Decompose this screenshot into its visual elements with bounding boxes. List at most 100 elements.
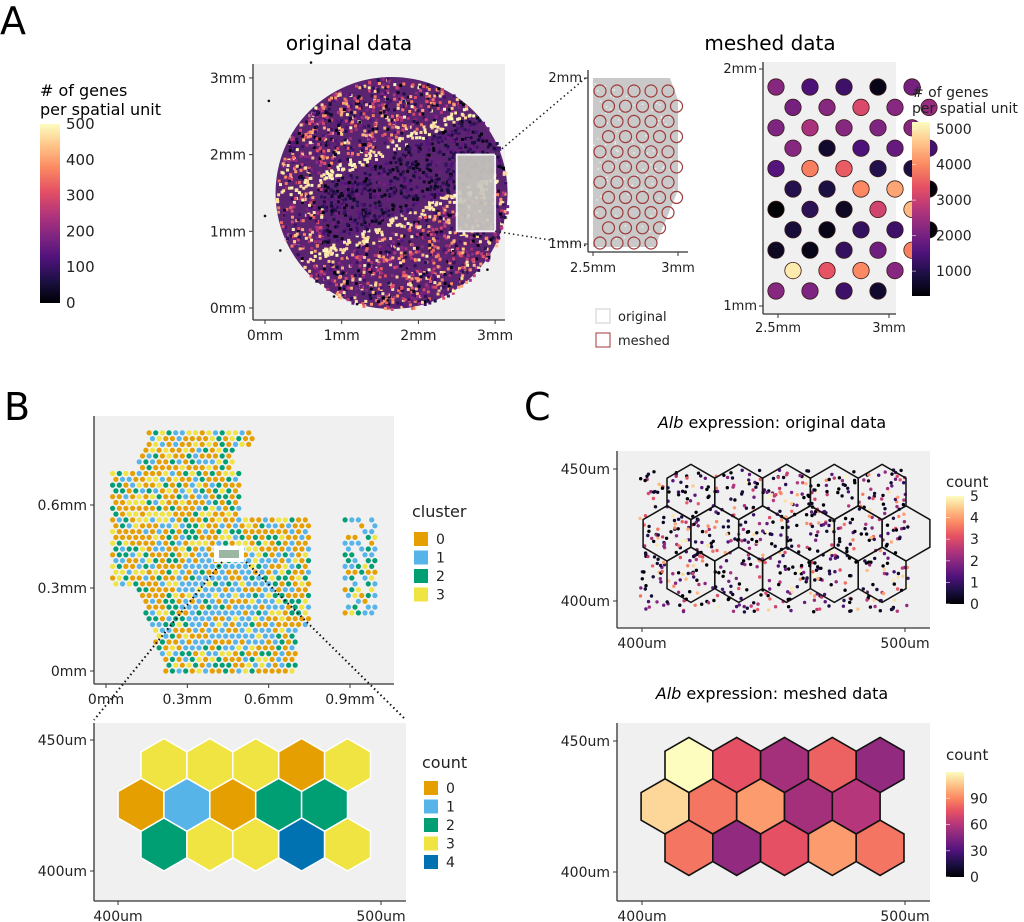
a-original-spot: [407, 265, 411, 269]
a-original-spot: [319, 145, 323, 149]
b-cluster-spot: [179, 465, 185, 471]
c-original-spot: [790, 590, 794, 594]
a-original-spot: [441, 88, 444, 92]
b-cluster-spot: [206, 488, 212, 494]
b-cluster-spot: [359, 592, 365, 599]
a-original-spot: [395, 166, 399, 170]
a-original-spot: [408, 146, 412, 150]
a-original-spot: [402, 195, 406, 199]
a-original-spot: [306, 260, 310, 264]
a-original-spot: [340, 257, 344, 261]
b-cluster-spot: [163, 447, 169, 453]
a-original-spot: [315, 123, 319, 127]
b-cluster-spot: [193, 639, 199, 645]
c-original-spot: [784, 515, 788, 519]
a-original-spot: [408, 81, 412, 85]
a-original-spot: [356, 99, 359, 103]
b-cluster-spot: [359, 569, 365, 575]
b-cluster-spot: [149, 610, 156, 616]
b-cluster-spot: [266, 592, 272, 599]
a-original-spot: [407, 298, 411, 301]
b-cluster-spot: [186, 627, 192, 633]
a-meshed-unit: [801, 119, 819, 137]
a-original-spot: [331, 260, 335, 264]
c-original-spot: [778, 580, 782, 584]
c-original-spot: [827, 569, 832, 573]
a-original-spot: [451, 291, 455, 295]
a-original-spot: [420, 123, 423, 127]
a-original-spot: [438, 266, 442, 270]
b-cluster-spot: [130, 517, 136, 523]
a-original-spot: [309, 168, 313, 172]
a-original-spot: [500, 209, 504, 213]
a-original-spot: [326, 276, 330, 280]
b-cluster-spot: [206, 499, 212, 506]
a-original-spot: [394, 161, 398, 164]
b-meshed-legend-label: 4: [446, 855, 455, 871]
a-original-spot: [313, 249, 317, 253]
b-cluster-spot: [143, 517, 149, 523]
b-cluster-spot: [276, 656, 282, 663]
c-meshed-title-gene: Alb: [655, 684, 682, 703]
a-overlay-mesh-circle: [601, 190, 616, 204]
b-meshed-y-tick-label: 400um: [38, 864, 87, 880]
a-original-spot: [349, 104, 353, 108]
a-original-spot: [465, 257, 469, 261]
b-cluster-spot: [173, 511, 179, 517]
a-original-spot: [428, 277, 431, 280]
a-original-spot: [345, 286, 349, 290]
a-original-spot: [315, 160, 319, 164]
b-cluster-spot: [296, 563, 302, 570]
b-cluster-spot: [299, 581, 305, 587]
a-overlay-gap: [641, 225, 644, 228]
a-overlay-mesh-circle: [601, 99, 616, 113]
a-original-spot: [293, 197, 297, 201]
a-original-spot: [309, 191, 313, 195]
a-overlay-mesh-circle: [593, 114, 607, 129]
a-original-spot: [336, 239, 340, 243]
a-original-spot: [308, 216, 312, 220]
a-overlay-gap: [593, 144, 595, 146]
a-meshed-y-tick-label: 2mm: [723, 62, 757, 77]
a-original-spot: [354, 168, 358, 172]
a-original-spot: [276, 199, 280, 203]
a-original-spot: [412, 119, 416, 123]
c-original-spot: [638, 594, 643, 598]
a-original-spot: [402, 274, 406, 278]
c-original-spot: [733, 537, 737, 541]
a-original-spot: [440, 294, 444, 298]
b-cluster-spot: [203, 517, 209, 523]
a-original-spot: [420, 294, 424, 298]
a-original-spot: [345, 102, 349, 106]
a-original-spot: [393, 83, 397, 87]
b-cluster-spot: [242, 645, 249, 651]
a-original-spot: [436, 149, 440, 153]
a-original-spot: [403, 176, 407, 180]
a-original-spot: [373, 165, 377, 168]
c-meshed-y-tick-label: 450um: [561, 734, 610, 750]
b-cluster-spot: [276, 621, 282, 628]
c-original-spot: [842, 522, 846, 527]
a-original-spot: [381, 213, 385, 217]
b-cluster-spot: [156, 494, 162, 500]
a-original-spot: [361, 143, 364, 147]
c-original-spot: [890, 484, 894, 488]
c-original-spot: [840, 478, 845, 483]
b-cluster-spot: [216, 459, 222, 465]
b-cluster-spot: [196, 517, 202, 523]
b-cluster-spot: [349, 540, 355, 546]
a-original-spot: [450, 106, 454, 110]
b-cluster-spot: [163, 540, 169, 546]
a-original-x-tick-label: 1mm: [324, 328, 360, 344]
a-original-spot: [323, 177, 327, 181]
a-original-spot: [374, 228, 378, 232]
b-cluster-spot: [216, 447, 222, 453]
b-cluster-spot: [259, 581, 265, 587]
a-original-spot: [433, 281, 437, 285]
a-overlay-gap: [605, 106, 608, 108]
a-original-spot: [323, 135, 327, 138]
a-original-spot: [326, 244, 329, 248]
a-original-spot: [434, 179, 438, 183]
a-overlay-mesh-circle: [669, 190, 684, 204]
